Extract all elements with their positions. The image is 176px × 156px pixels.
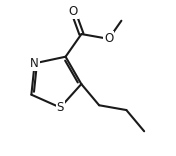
Text: O: O	[69, 5, 78, 18]
Text: S: S	[56, 101, 64, 114]
Text: O: O	[104, 32, 113, 45]
Text: N: N	[30, 57, 39, 70]
